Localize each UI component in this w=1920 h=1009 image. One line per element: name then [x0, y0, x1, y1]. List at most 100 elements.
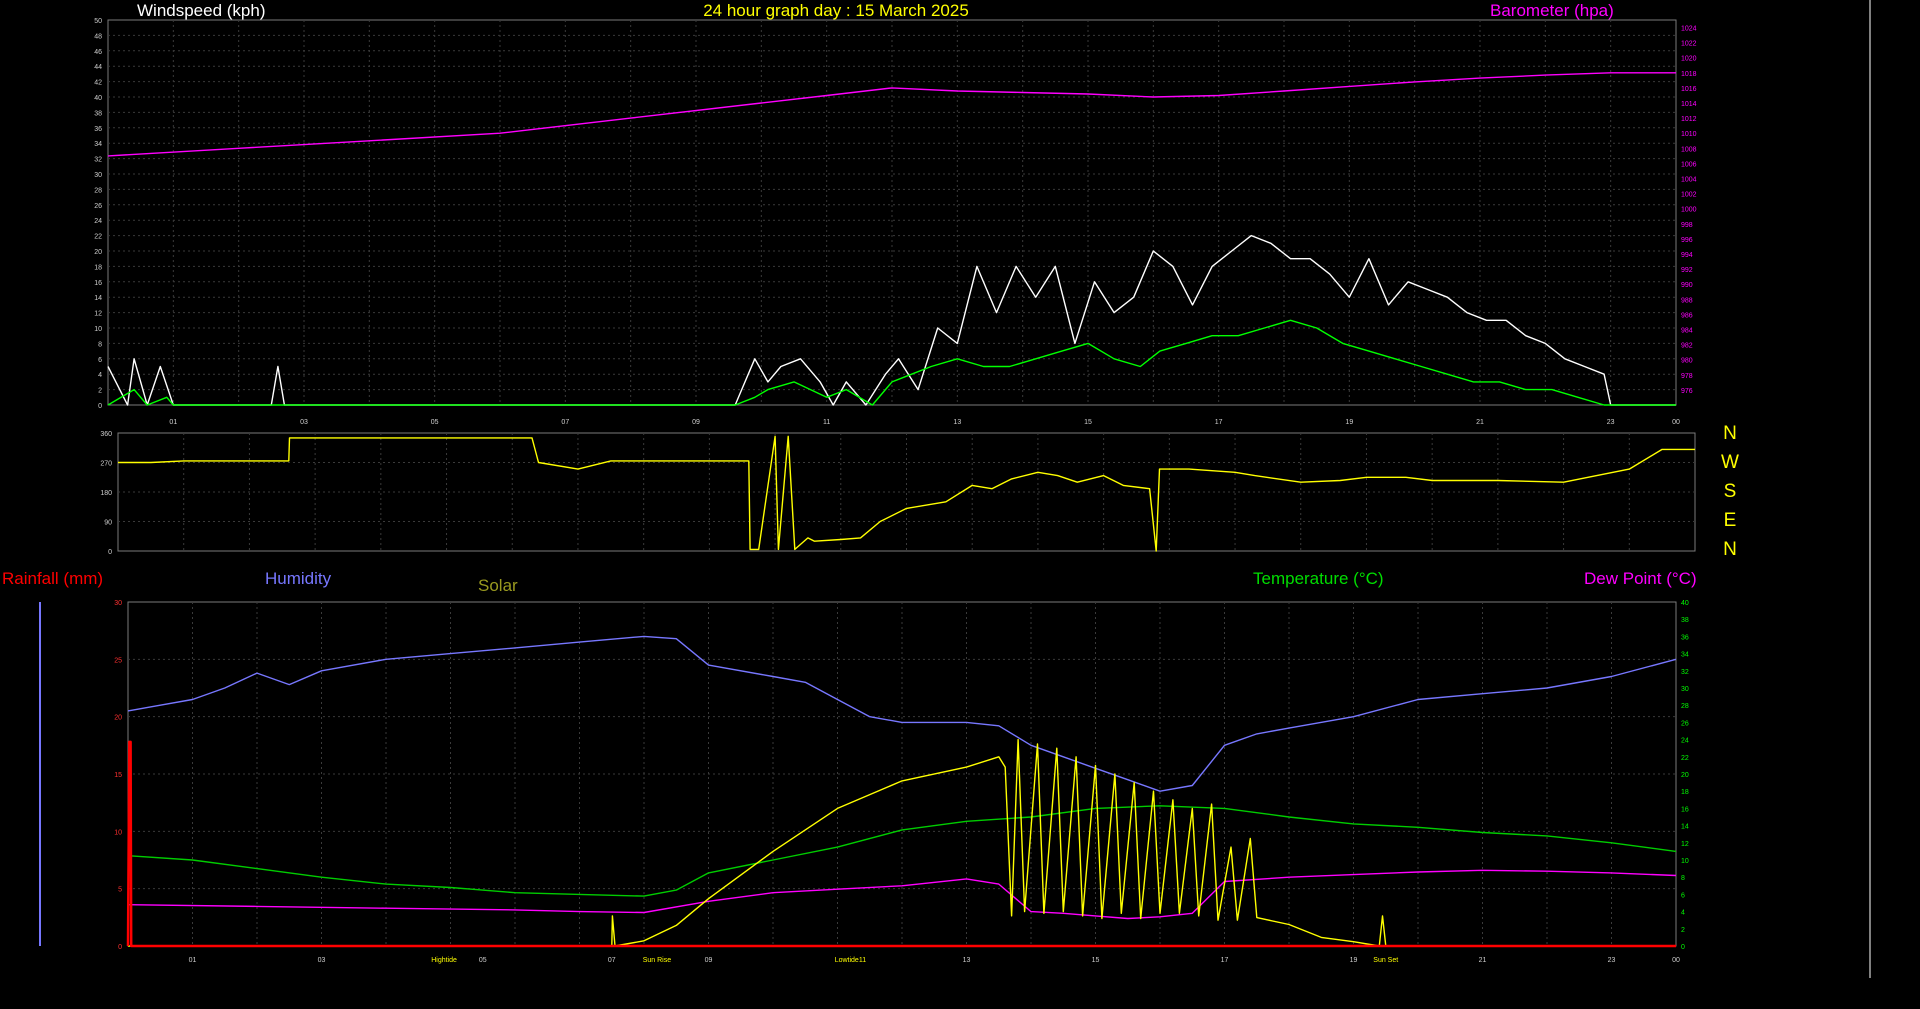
wind-direction-y-tick-label: 180 — [100, 490, 112, 497]
wind-barometer-x-tick-label: 00 — [1672, 419, 1680, 426]
wind-barometer-y-tick-label: 24 — [94, 218, 102, 225]
wind-barometer-y-tick-label: 16 — [94, 280, 102, 287]
wind-barometer-y2-tick-label: 1020 — [1681, 56, 1697, 63]
wind-direction-y-tick-label: 0 — [108, 549, 112, 556]
wind-barometer-y-tick-label: 8 — [98, 341, 102, 348]
temperature-humidity-x-tick-label: 15 — [1092, 957, 1100, 964]
wind-barometer-y2-tick-label: 1018 — [1681, 71, 1697, 78]
rainfall-label: Rainfall (mm) — [2, 569, 103, 588]
wind-barometer-x-tick-label: 11 — [823, 419, 830, 426]
wind-direction-series-line — [118, 435, 1695, 552]
temperature-humidity-x-tick-label: Hightide — [431, 957, 457, 964]
wind-barometer-y-tick-label: 36 — [94, 126, 102, 133]
rainfall-mm-series-line — [126, 740, 1676, 948]
wind-barometer-y-tick-label: 46 — [94, 49, 102, 56]
wind-barometer-y-tick-label: 4 — [98, 372, 102, 379]
solar-label: Solar — [478, 576, 518, 595]
wind-barometer-y2-tick-label: 1008 — [1681, 146, 1697, 153]
wind-barometer-y2-tick-label: 988 — [1681, 297, 1693, 304]
wind-barometer-y-tick-label: 40 — [94, 95, 102, 102]
wind-barometer-y-tick-label: 22 — [94, 234, 102, 241]
wind-barometer-y2-tick-label: 982 — [1681, 343, 1693, 350]
wind-barometer-y-tick-label: 30 — [94, 172, 102, 179]
temperature-humidity-y2-tick-label: 40 — [1681, 600, 1689, 607]
wind-barometer-y-tick-label: 48 — [94, 33, 102, 40]
temperature-humidity-y2-tick-label: 30 — [1681, 686, 1689, 693]
wind-barometer-y2-tick-label: 1006 — [1681, 161, 1697, 168]
wind-barometer-y2-tick-label: 998 — [1681, 222, 1693, 229]
barometer-hpa-series-line — [107, 72, 1676, 157]
temperature-humidity-x-tick-label: 03 — [318, 957, 326, 964]
wind-barometer-x-tick-label: 13 — [953, 419, 961, 426]
compass-label-n: N — [1723, 423, 1737, 444]
wind-barometer-y2-tick-label: 1004 — [1681, 177, 1697, 184]
windspeed-label: Windspeed (kph) — [137, 1, 266, 20]
temperature-humidity-y-tick-label: 30 — [114, 600, 122, 607]
wind-barometer-y-tick-label: 14 — [94, 295, 102, 302]
temperature-humidity-y2-tick-label: 4 — [1681, 910, 1685, 917]
wind-barometer-y2-tick-label: 1024 — [1681, 26, 1697, 33]
humidity-series-line — [127, 635, 1677, 792]
temperature-humidity-x-tick-label: Sun Set — [1373, 957, 1398, 964]
wind-average-series-line — [107, 319, 1676, 406]
wind-barometer-y-tick-label: 26 — [94, 203, 102, 210]
temperature-humidity-x-tick-label: 21 — [1479, 957, 1487, 964]
wind-barometer-y-tick-label: 28 — [94, 187, 102, 194]
temperature-humidity-y-tick-label: 5 — [118, 887, 122, 894]
compass-label-w: W — [1721, 452, 1739, 473]
wind-barometer-y-tick-label: 18 — [94, 264, 102, 271]
temperature-humidity-y2-tick-label: 0 — [1681, 944, 1685, 951]
wind-barometer-x-tick-label: 15 — [1084, 419, 1092, 426]
temperature-humidity-y2-tick-label: 2 — [1681, 927, 1685, 934]
wind-barometer-y2-tick-label: 1014 — [1681, 101, 1697, 108]
wind-barometer-y-tick-label: 2 — [98, 388, 102, 395]
wind-barometer-y2-tick-label: 990 — [1681, 282, 1693, 289]
wind-barometer-x-tick-label: 19 — [1345, 419, 1353, 426]
wind-barometer-y2-tick-label: 1000 — [1681, 207, 1697, 214]
temperature-humidity-y-tick-label: 10 — [114, 829, 122, 836]
wind-barometer-y2-tick-label: 1016 — [1681, 86, 1697, 93]
wind-barometer-y-tick-label: 32 — [94, 157, 102, 164]
temperature-humidity-y2-tick-label: 14 — [1681, 824, 1689, 831]
temperature-humidity-x-tick-label: 23 — [1608, 957, 1616, 964]
temperature-humidity-y2-tick-label: 8 — [1681, 875, 1685, 882]
wind-direction-y-tick-label: 270 — [100, 461, 112, 468]
temperature-humidity-x-tick-label: 01 — [189, 957, 197, 964]
temperature-humidity-y2-tick-label: 24 — [1681, 738, 1689, 745]
wind-barometer-y2-tick-label: 1010 — [1681, 131, 1697, 138]
wind-barometer-y-tick-label: 6 — [98, 357, 102, 364]
dewpoint-label: Dew Point (°C) — [1584, 569, 1697, 588]
dew-point-c-series-line — [127, 869, 1677, 920]
temperature-humidity-y-tick-label: 25 — [114, 657, 122, 664]
temperature-humidity-y2-tick-label: 18 — [1681, 789, 1689, 796]
temperature-humidity-x-tick-label: Sun Rise — [643, 957, 672, 964]
compass-label-e: E — [1724, 510, 1737, 531]
wind-barometer-x-tick-label: 07 — [561, 419, 569, 426]
temperature-humidity-x-tick-label: 05 — [479, 957, 487, 964]
wind-barometer-x-tick-label: 03 — [300, 419, 308, 426]
wind-barometer-y-tick-label: 34 — [94, 141, 102, 148]
temperature-humidity-x-tick-label: Lowtide11 — [835, 957, 867, 964]
wind-barometer-y2-tick-label: 994 — [1681, 252, 1693, 259]
wind-barometer-y2-tick-label: 980 — [1681, 358, 1693, 365]
temperature-humidity-y2-tick-label: 12 — [1681, 841, 1689, 848]
temperature-humidity-y2-tick-label: 22 — [1681, 755, 1689, 762]
temperature-humidity-y2-tick-label: 20 — [1681, 772, 1689, 779]
wind-barometer-y2-tick-label: 1012 — [1681, 116, 1697, 123]
wind-barometer-x-tick-label: 09 — [692, 419, 700, 426]
wind-barometer-y2-tick-label: 984 — [1681, 328, 1693, 335]
wind-barometer-y-tick-label: 50 — [94, 18, 102, 25]
wind-barometer-x-tick-label: 23 — [1607, 419, 1615, 426]
wind-barometer-y-tick-label: 10 — [94, 326, 102, 333]
wind-barometer-y2-tick-label: 986 — [1681, 312, 1693, 319]
temperature-humidity-x-tick-label: 07 — [608, 957, 616, 964]
temperature-humidity-y2-tick-label: 16 — [1681, 806, 1689, 813]
wind-barometer-y-tick-label: 20 — [94, 249, 102, 256]
temperature-humidity-x-tick-label: 17 — [1221, 957, 1229, 964]
temperature-humidity-y2-tick-label: 28 — [1681, 703, 1689, 710]
temperature-humidity-y2-tick-label: 26 — [1681, 720, 1689, 727]
wind-barometer-y2-tick-label: 976 — [1681, 388, 1693, 395]
wind-direction-y-tick-label: 360 — [100, 431, 112, 438]
solar-series-line — [128, 738, 1676, 947]
chart-title: 24 hour graph day : 15 March 2025 — [703, 1, 969, 20]
